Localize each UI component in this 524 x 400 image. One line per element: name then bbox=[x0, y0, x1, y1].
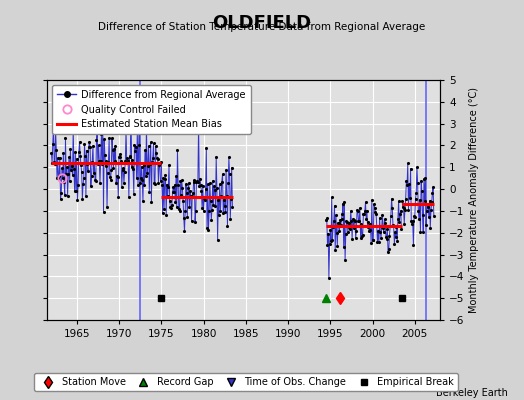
Y-axis label: Monthly Temperature Anomaly Difference (°C): Monthly Temperature Anomaly Difference (… bbox=[469, 87, 479, 313]
Text: OLDFIELD: OLDFIELD bbox=[212, 14, 312, 32]
Text: Difference of Station Temperature Data from Regional Average: Difference of Station Temperature Data f… bbox=[99, 22, 425, 32]
Legend: Difference from Regional Average, Quality Control Failed, Estimated Station Mean: Difference from Regional Average, Qualit… bbox=[52, 85, 250, 134]
Legend: Station Move, Record Gap, Time of Obs. Change, Empirical Break: Station Move, Record Gap, Time of Obs. C… bbox=[35, 373, 458, 391]
Text: Berkeley Earth: Berkeley Earth bbox=[436, 388, 508, 398]
